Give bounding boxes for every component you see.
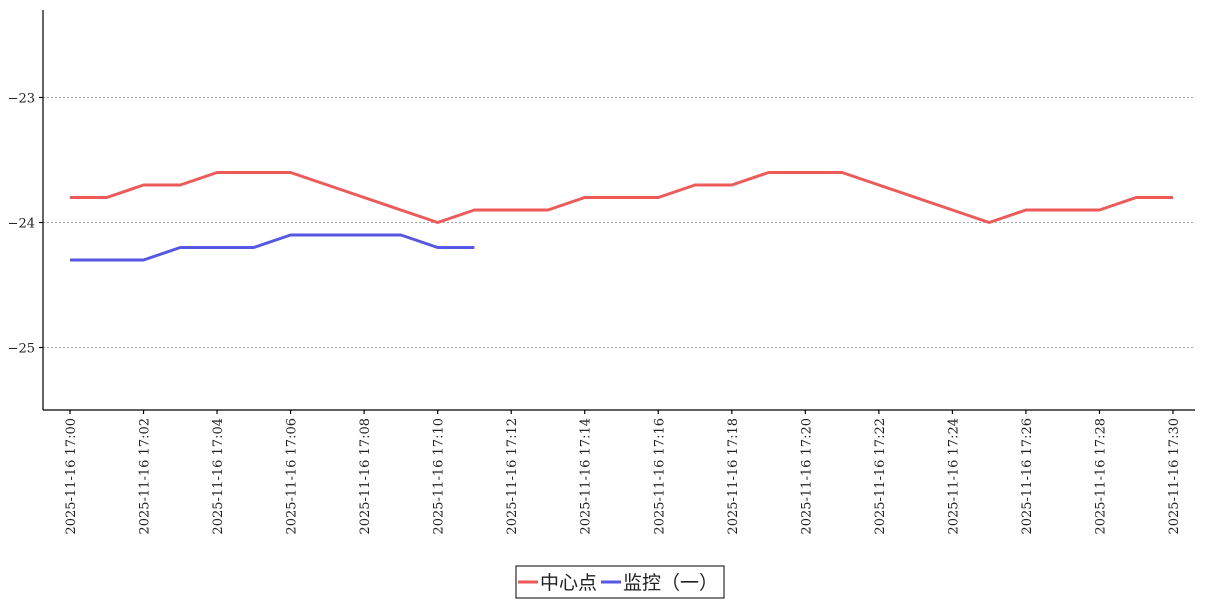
x-tick-label: 2025-11-16 17:02	[138, 418, 153, 535]
x-tick-label: 2025-11-16 17:12	[505, 418, 520, 535]
y-tick-label: −24	[8, 217, 35, 232]
x-tick-label: 2025-11-16 17:08	[358, 418, 373, 535]
legend: 中心点 监控（一）	[515, 565, 725, 599]
x-tick-label: 2025-11-16 17:16	[652, 418, 667, 535]
x-tick-label: 2025-11-16 17:26	[1020, 418, 1035, 535]
x-tick-label: 2025-11-16 17:10	[432, 418, 447, 535]
x-tick-label: 2025-11-16 17:14	[579, 418, 594, 535]
x-tick-label: 2025-11-16 17:00	[64, 418, 79, 535]
x-tick-label: 2025-11-16 17:28	[1093, 418, 1108, 535]
legend-label: 监控（一）	[623, 572, 718, 594]
series-line	[70, 171, 1173, 224]
x-tick-label: 2025-11-16 17:22	[873, 418, 888, 535]
x-tick-label: 2025-11-16 17:24	[946, 418, 961, 535]
y-tick-label: −23	[8, 92, 35, 107]
x-tick-label: 2025-11-16 17:06	[285, 418, 300, 535]
x-tick-label: 2025-11-16 17:18	[726, 418, 741, 535]
series-line	[70, 233, 475, 262]
legend-label: 中心点	[540, 572, 597, 594]
x-tick-label: 2025-11-16 17:30	[1167, 418, 1182, 535]
y-tick-label: −25	[8, 342, 35, 357]
x-tick-label: 2025-11-16 17:04	[211, 418, 226, 535]
x-tick-label: 2025-11-16 17:20	[799, 418, 814, 535]
